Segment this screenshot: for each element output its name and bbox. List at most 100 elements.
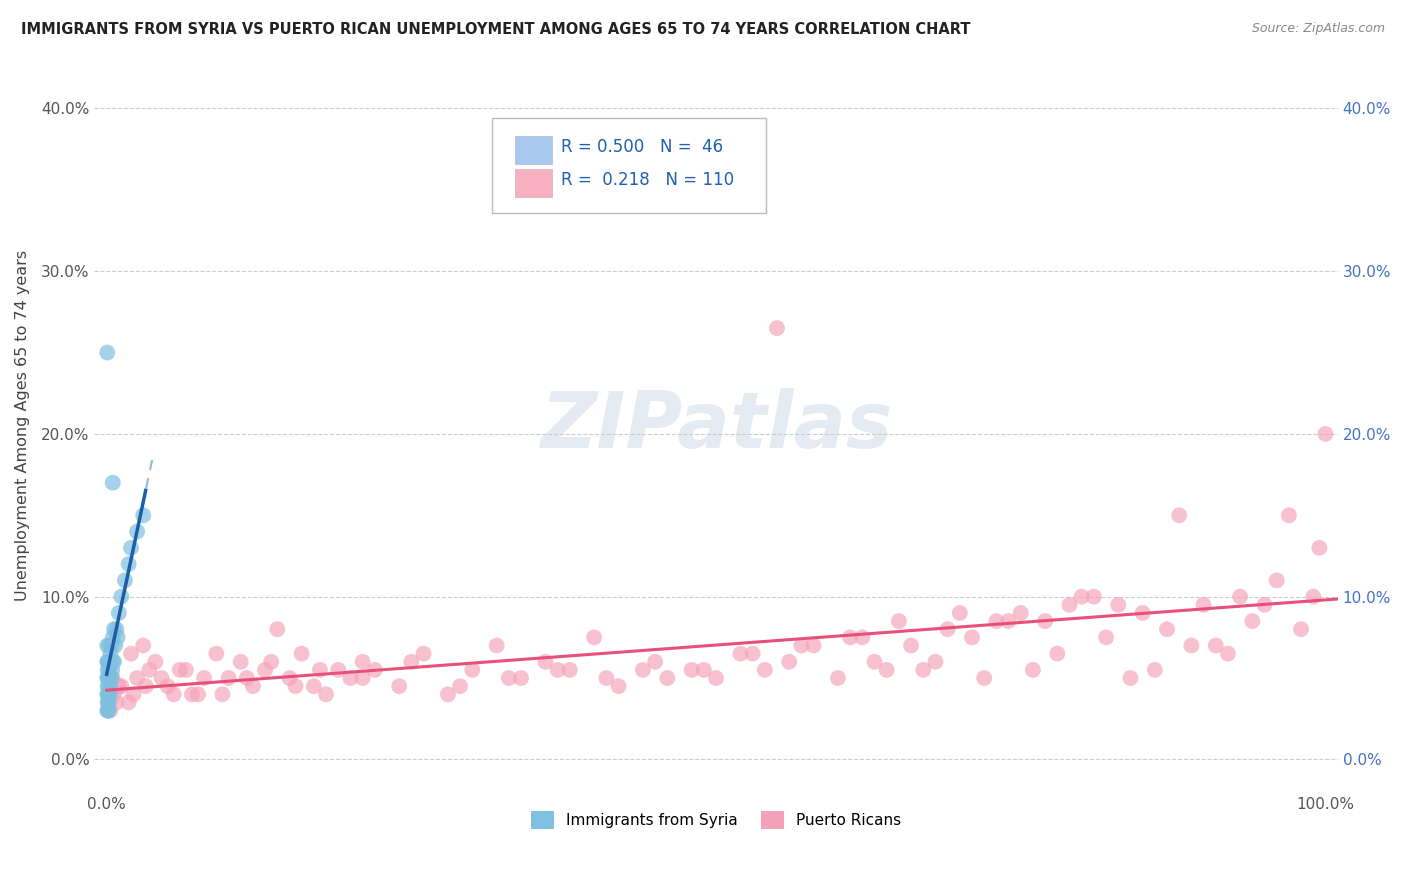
- Point: [97, 695, 120, 709]
- Point: [607, 679, 630, 693]
- Point: [291, 647, 314, 661]
- Point: [754, 663, 776, 677]
- Point: [169, 663, 191, 677]
- Text: R =  0.218   N = 110: R = 0.218 N = 110: [561, 171, 734, 189]
- Point: [218, 671, 240, 685]
- Point: [97, 655, 120, 669]
- Point: [1308, 541, 1330, 555]
- Point: [887, 614, 910, 628]
- Point: [1143, 663, 1166, 677]
- Point: [110, 590, 132, 604]
- Point: [100, 671, 122, 685]
- Point: [150, 671, 173, 685]
- Point: [98, 663, 121, 677]
- Point: [510, 671, 533, 685]
- Point: [120, 541, 142, 555]
- Point: [1083, 590, 1105, 604]
- Point: [547, 663, 569, 677]
- Point: [103, 655, 125, 669]
- Point: [110, 679, 132, 693]
- Text: ZIPatlas: ZIPatlas: [540, 388, 893, 464]
- Point: [412, 647, 434, 661]
- Text: R = 0.500   N =  46: R = 0.500 N = 46: [561, 138, 723, 156]
- Point: [284, 679, 307, 693]
- Point: [96, 687, 118, 701]
- Point: [401, 655, 423, 669]
- Point: [960, 631, 983, 645]
- Point: [187, 687, 209, 701]
- Point: [145, 655, 167, 669]
- Point: [1107, 598, 1129, 612]
- Point: [912, 663, 935, 677]
- Point: [229, 655, 252, 669]
- Point: [97, 671, 120, 685]
- Point: [1302, 590, 1324, 604]
- Point: [100, 671, 122, 685]
- Bar: [515, 169, 553, 197]
- Point: [1095, 631, 1118, 645]
- Point: [98, 647, 121, 661]
- Point: [97, 704, 120, 718]
- Point: [449, 679, 471, 693]
- Point: [595, 671, 617, 685]
- Point: [583, 631, 606, 645]
- Point: [236, 671, 259, 685]
- Point: [900, 639, 922, 653]
- Point: [851, 631, 873, 645]
- Point: [498, 671, 520, 685]
- Point: [1229, 590, 1251, 604]
- Point: [181, 687, 204, 701]
- Point: [997, 614, 1019, 628]
- Bar: [515, 136, 553, 164]
- Point: [101, 631, 124, 645]
- Point: [730, 647, 752, 661]
- Point: [97, 704, 120, 718]
- Point: [96, 655, 118, 669]
- Point: [1033, 614, 1056, 628]
- Point: [98, 655, 121, 669]
- Point: [1192, 598, 1215, 612]
- Point: [117, 557, 139, 571]
- Point: [1278, 508, 1301, 523]
- Point: [127, 524, 149, 539]
- Point: [827, 671, 849, 685]
- Point: [704, 671, 727, 685]
- Text: IMMIGRANTS FROM SYRIA VS PUERTO RICAN UNEMPLOYMENT AMONG AGES 65 TO 74 YEARS COR: IMMIGRANTS FROM SYRIA VS PUERTO RICAN UN…: [21, 22, 970, 37]
- Point: [1205, 639, 1227, 653]
- Y-axis label: Unemployment Among Ages 65 to 74 years: Unemployment Among Ages 65 to 74 years: [15, 251, 30, 601]
- Point: [1289, 622, 1312, 636]
- Point: [309, 663, 332, 677]
- Point: [135, 679, 157, 693]
- Point: [163, 687, 186, 701]
- Point: [1132, 606, 1154, 620]
- Point: [766, 321, 789, 335]
- Point: [315, 687, 337, 701]
- Point: [97, 687, 120, 701]
- Point: [839, 631, 862, 645]
- Point: [205, 647, 228, 661]
- Point: [122, 687, 145, 701]
- Point: [100, 639, 122, 653]
- Point: [108, 679, 131, 693]
- Point: [193, 671, 215, 685]
- Point: [97, 695, 120, 709]
- Point: [803, 639, 825, 653]
- Point: [657, 671, 679, 685]
- Point: [96, 671, 118, 685]
- Point: [681, 663, 703, 677]
- Point: [1216, 647, 1239, 661]
- Point: [1253, 598, 1275, 612]
- Point: [949, 606, 972, 620]
- Point: [644, 655, 666, 669]
- Point: [352, 655, 374, 669]
- Point: [302, 679, 325, 693]
- Point: [388, 679, 411, 693]
- Point: [1315, 426, 1337, 441]
- Point: [1070, 590, 1092, 604]
- Point: [107, 631, 129, 645]
- Point: [328, 663, 350, 677]
- Point: [96, 704, 118, 718]
- Point: [98, 687, 121, 701]
- Point: [1180, 639, 1202, 653]
- Point: [437, 687, 460, 701]
